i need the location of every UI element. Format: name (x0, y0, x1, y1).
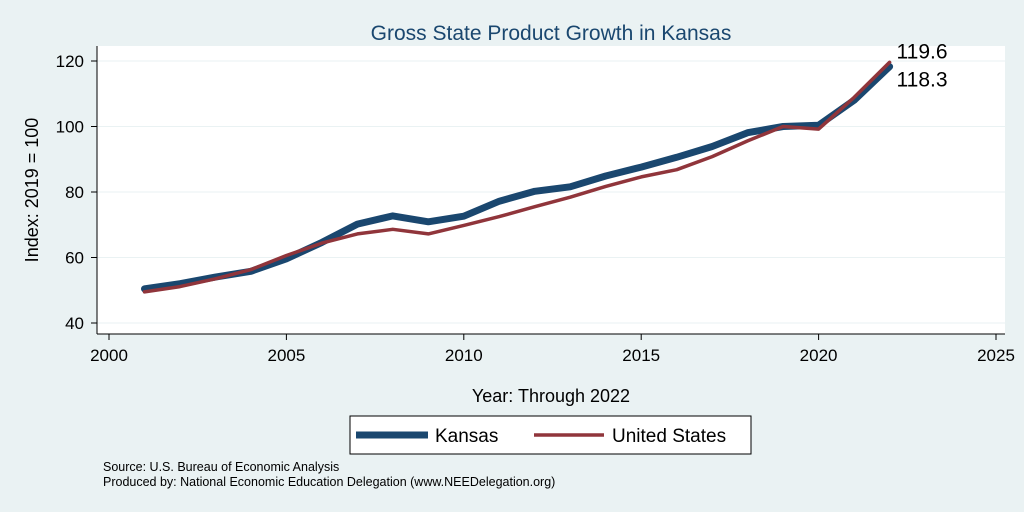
x-tick-label: 2020 (800, 346, 838, 365)
x-axis-label: Year: Through 2022 (472, 386, 630, 406)
end-label-united-states: 119.6 (897, 40, 948, 63)
end-label-kansas: 118.3 (897, 69, 948, 92)
legend-label-kansas: Kansas (435, 426, 498, 447)
y-tick-label: 60 (65, 249, 84, 268)
y-tick-label: 120 (56, 52, 84, 71)
end-labels: 119.6 118.3 (897, 40, 948, 91)
x-tick-label: 2025 (977, 346, 1015, 365)
series-lines (141, 60, 894, 294)
x-tick-label: 2005 (267, 346, 305, 365)
y-axis-ticks: 40 60 80 100 120 (56, 52, 97, 333)
x-tick-label: 2000 (90, 346, 128, 365)
chart-title: Gross State Product Growth in Kansas (371, 22, 732, 45)
producer-note: Produced by: National Economic Education… (103, 475, 556, 489)
y-tick-label: 40 (65, 314, 84, 333)
y-tick-label: 100 (56, 118, 84, 137)
x-tick-label: 2015 (622, 346, 660, 365)
x-tick-label: 2010 (445, 346, 483, 365)
series-line-kansas (141, 63, 894, 293)
y-tick-label: 80 (65, 183, 84, 202)
source-note: Source: U.S. Bureau of Economic Analysis (103, 460, 340, 474)
series-line-united-states (142, 60, 892, 294)
legend: Kansas United States (349, 415, 752, 455)
x-axis-ticks: 2000 2005 2010 2015 2020 2025 (90, 334, 1015, 365)
y-axis-label: Index: 2019 = 100 (22, 118, 42, 263)
legend-label-united-states: United States (612, 426, 726, 447)
